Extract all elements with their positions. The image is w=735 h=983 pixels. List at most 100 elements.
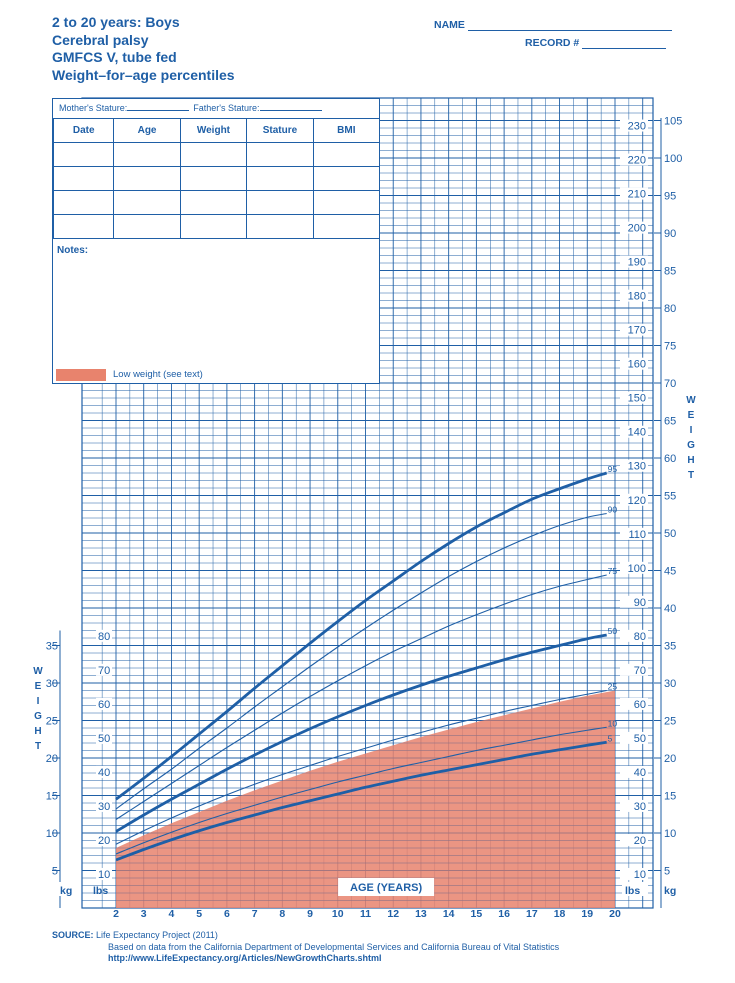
x-tick-label: 3 (141, 908, 147, 920)
kg-tick-label-right: 60 (664, 453, 676, 465)
y-axis-label-letter: T (34, 741, 42, 752)
percentile-label-10: 10 (608, 718, 618, 728)
x-tick-label: 17 (526, 908, 538, 920)
source-line2: Based on data from the California Depart… (108, 941, 560, 952)
lbs-tick-label-right: 70 (634, 665, 646, 677)
lbs-tick-label-right: 30 (634, 801, 646, 813)
source-line1: Life Expectancy Project (2011) (96, 930, 218, 940)
lbs-label-bg-right (620, 527, 648, 540)
title-line: 2 to 20 years: Boys (52, 14, 180, 30)
kg-tick-label-right: 105 (664, 116, 682, 128)
lbs-tick-label-right: 210 (628, 189, 646, 201)
percentile-label-5: 5 (608, 733, 613, 743)
lbs-tick-label-right: 50 (634, 733, 646, 745)
col-bmi: BMI (312, 118, 381, 143)
title-line: GMFCS V, tube fed (52, 49, 177, 65)
lbs-label-bg-right (620, 187, 648, 200)
kg-tick-label-right: 30 (664, 678, 676, 690)
lbs-label-bg-right (620, 255, 648, 268)
stature-row: Mother's Stature: Father's Stature: (59, 103, 326, 113)
x-label-bg (338, 878, 435, 896)
table-row[interactable] (52, 190, 381, 215)
x-tick-label: 18 (554, 908, 566, 920)
lbs-tick-label-right: 20 (634, 835, 646, 847)
lbs-label-bg-right (620, 765, 648, 778)
kg-tick-label-right: 40 (664, 603, 676, 615)
lbs-tick-label-left: 50 (98, 733, 110, 745)
y-axis-label-letter: H (687, 455, 695, 466)
y-axis-label-letter: H (34, 726, 42, 737)
low-weight-area (116, 690, 615, 908)
kg-tick-label-right: 55 (664, 491, 676, 503)
x-tick-label: 2 (113, 908, 119, 920)
lbs-label-bg-left (96, 765, 112, 778)
lbs-tick-label-right: 130 (628, 461, 646, 473)
y-axis-label-letter: W (686, 395, 696, 406)
table-row[interactable] (52, 166, 381, 191)
kg-tick-label-left: 30 (46, 678, 58, 690)
lbs-tick-label-right: 90 (634, 597, 646, 609)
lbs-label-bg-right (620, 595, 648, 608)
lbs-label-bg-right (620, 731, 648, 744)
percentile-line-50 (115, 633, 607, 833)
table-row[interactable] (52, 214, 381, 239)
lbs-tick-label-right: 200 (628, 223, 646, 235)
lbs-tick-label-left: 40 (98, 767, 110, 779)
lbs-label-bg-right (620, 459, 648, 472)
lbs-label-bg-right (620, 323, 648, 336)
kg-tick-label-right: 90 (664, 228, 676, 240)
table-header-row: Date Age Weight Stature BMI (52, 118, 381, 143)
lbs-tick-label-right: 190 (628, 257, 646, 269)
kg-tick-label-left: 15 (46, 791, 58, 803)
chart-title: 2 to 20 years: Boys Cerebral palsy GMFCS… (52, 14, 235, 84)
lbs-label-bg-right (620, 697, 648, 710)
kg-tick-label-right: 5 (664, 866, 670, 878)
percentile-label-95: 95 (608, 464, 618, 474)
lbs-label-bg-left (96, 663, 112, 676)
lbs-label-bg-right (620, 493, 648, 506)
lbs-label-bg-right (620, 799, 648, 812)
unit-lbs-left: lbs (93, 885, 108, 897)
lbs-tick-label-left: 70 (98, 665, 110, 677)
record-field[interactable]: RECORD # (525, 37, 667, 49)
source-url[interactable]: http://www.LifeExpectancy.org/Articles/N… (108, 953, 382, 963)
x-tick-label: 5 (196, 908, 202, 920)
record-table: Mother's Stature: Father's Stature: Date … (52, 98, 381, 384)
percentile-line-10 (115, 726, 607, 855)
percentile-label-90: 90 (608, 505, 618, 515)
title-line: Cerebral palsy (52, 31, 149, 48)
unit-bg (58, 882, 78, 896)
unit-kg-right: kg (664, 885, 676, 897)
mother-stature-label: Mother's Stature: (59, 103, 128, 113)
source-note: SOURCE: Life Expectancy Project (2011) B… (52, 930, 559, 965)
lbs-tick-label-right: 60 (634, 699, 646, 711)
kg-tick-label-left: 5 (52, 866, 58, 878)
x-tick-label: 9 (307, 908, 313, 920)
lbs-label-bg-right (620, 153, 648, 166)
x-tick-label: 13 (415, 908, 427, 920)
x-tick-label: 12 (387, 908, 399, 920)
y-axis-label-letter: I (36, 696, 40, 707)
lbs-tick-label-left: 80 (98, 631, 110, 643)
lbs-tick-label-right: 110 (628, 529, 646, 541)
kg-tick-label-right: 70 (664, 378, 676, 390)
percentile-line-75 (115, 574, 607, 820)
name-field[interactable]: NAME (434, 19, 672, 31)
y-axis-label-letter: I (689, 425, 693, 436)
lbs-tick-label-left: 10 (98, 869, 110, 881)
lbs-label-bg-left (96, 867, 112, 880)
x-tick-label: 20 (609, 908, 621, 920)
lbs-label-bg-right (620, 867, 648, 880)
lbs-tick-label-right: 40 (634, 767, 646, 779)
lbs-tick-label-right: 180 (628, 291, 646, 303)
table-row[interactable] (52, 142, 381, 167)
percentile-line-95 (115, 471, 608, 801)
kg-tick-label-right: 45 (664, 566, 676, 578)
kg-tick-label-left: 35 (46, 641, 58, 653)
kg-tick-label-right: 85 (664, 266, 676, 278)
percentile-label-50: 50 (608, 626, 618, 636)
lbs-tick-label-right: 160 (628, 359, 646, 371)
percentile-label-25: 25 (608, 682, 618, 692)
col-age: Age (113, 118, 181, 143)
